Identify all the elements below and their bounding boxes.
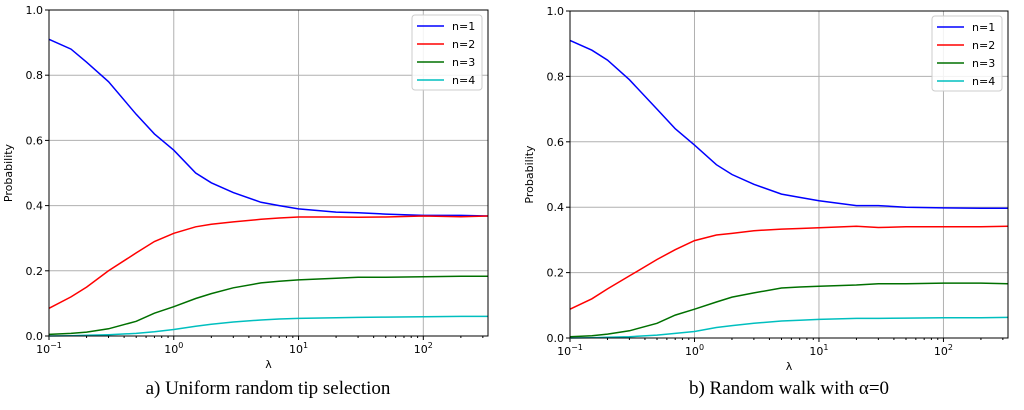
y-tick-label: 0.4 — [547, 201, 565, 214]
x-tick-base: 10 — [934, 345, 948, 358]
series-line-n1 — [569, 39, 1008, 209]
y-tick-label: 0.6 — [547, 136, 565, 149]
x-tick-label: 10−1 — [36, 341, 62, 356]
y-tick-label: 0.0 — [547, 332, 565, 345]
chart-a: 0.00.20.40.60.81.010−1 100 101 102n=1n=2n=3… — [2, 4, 489, 399]
y-tick-label: 1.0 — [26, 4, 44, 17]
plot-frame — [569, 10, 1009, 339]
chart-caption: a) Uniform random tip selection — [146, 378, 391, 399]
x-tick-exponent: 2 — [948, 343, 953, 352]
x-tick-base: 10 — [36, 343, 50, 356]
series-line-n1 — [48, 38, 489, 217]
legend-label: n=2 — [452, 38, 475, 51]
legend-label: n=3 — [972, 57, 995, 70]
x-tick-base: 10 — [557, 345, 571, 358]
x-tick-label: 10−1 — [557, 343, 583, 358]
series-line-n3 — [48, 275, 488, 336]
series-line-n3 — [569, 282, 1009, 338]
x-tick-label: 101 — [809, 343, 828, 358]
y-tick-label: 0.4 — [26, 200, 44, 213]
legend-box — [411, 14, 483, 91]
y-tick-label: 0.0 — [26, 330, 44, 343]
x-tick-exponent: 2 — [428, 341, 433, 350]
x-tick-base: 10 — [414, 343, 428, 356]
x-tick-label: 100 — [164, 341, 183, 356]
x-tick-exponent: 0 — [699, 343, 704, 352]
y-tick-label: 0.2 — [547, 267, 565, 280]
y-tick-label: 0.6 — [26, 134, 44, 147]
legend: n=1 n=2 n=3 n=4 — [411, 14, 483, 91]
legend-box — [931, 15, 1003, 92]
series-line-n2 — [48, 215, 489, 309]
y-tick-label: 0.8 — [26, 69, 44, 82]
legend-label: n=1 — [972, 21, 995, 34]
x-tick-exponent: −1 — [571, 343, 583, 352]
x-tick-label: 102 — [934, 343, 953, 358]
legend-label: n=1 — [452, 20, 475, 33]
series-line-n4 — [48, 315, 488, 337]
y-tick-label: 0.8 — [547, 70, 565, 83]
legend-label: n=3 — [452, 56, 475, 69]
y-axis-label: Probability — [523, 145, 536, 204]
legend-label: n=4 — [972, 75, 995, 88]
legend-label: n=2 — [972, 39, 995, 52]
x-tick-exponent: 1 — [303, 341, 308, 350]
series-line-n4 — [569, 316, 1009, 339]
x-tick-label: 102 — [414, 341, 433, 356]
y-axis-label: Probability — [2, 143, 15, 202]
x-tick-base: 10 — [164, 343, 178, 356]
x-tick-exponent: 0 — [178, 341, 183, 350]
x-axis-label: λ — [265, 358, 272, 371]
series-line-n2 — [569, 225, 1009, 310]
x-tick-base: 10 — [809, 345, 823, 358]
x-tick-base: 10 — [685, 345, 699, 358]
legend: n=1 n=2 n=3 n=4 — [931, 15, 1003, 92]
x-tick-label: 100 — [685, 343, 704, 358]
x-tick-base: 10 — [289, 343, 303, 356]
x-tick-exponent: 1 — [823, 343, 828, 352]
y-tick-label: 1.0 — [547, 5, 565, 18]
x-tick-exponent: −1 — [50, 341, 62, 350]
chart-caption: b) Random walk with α=0 — [689, 378, 889, 399]
y-tick-label: 0.2 — [26, 265, 44, 278]
x-axis-label: λ — [786, 360, 793, 373]
x-tick-label: 101 — [289, 341, 308, 356]
plot-frame — [48, 9, 489, 337]
legend-label: n=4 — [452, 74, 475, 87]
chart-b: 0.00.20.40.60.81.010−1 100 101 102n=1n=2n=3… — [523, 5, 1009, 399]
